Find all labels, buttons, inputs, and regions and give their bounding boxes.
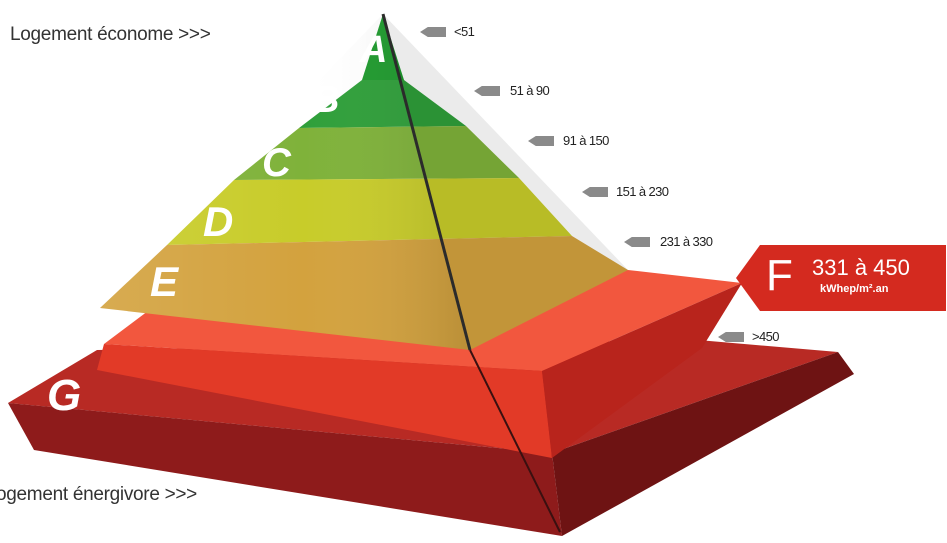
slab-f-front <box>97 344 552 458</box>
range-tab-d <box>582 187 608 197</box>
letter-b: B <box>312 79 339 121</box>
slab-g-front <box>8 403 562 536</box>
range-label-b: 51 à 90 <box>510 83 550 98</box>
pyramid-left-face <box>100 14 470 350</box>
range-tab-b <box>474 86 500 96</box>
rating-letter: F <box>766 251 793 300</box>
rating-unit: kWhep/m².an <box>820 283 889 295</box>
class-letters: A B C D E G <box>47 29 387 420</box>
range-label-c: 91 à 150 <box>563 133 609 148</box>
range-tab-e <box>624 237 650 247</box>
label-energivore: ogement énergivore >>> <box>0 484 197 505</box>
pyramid-right-face <box>383 14 628 350</box>
letter-g: G <box>47 371 81 420</box>
label-econome: Logement économe >>> <box>10 24 211 45</box>
range-label-g: >450 <box>752 329 779 344</box>
letter-c: C <box>262 141 292 185</box>
slab-f-right <box>542 283 742 458</box>
slab-edge <box>469 349 561 533</box>
rating-range: 331 à 450 <box>812 255 910 280</box>
letter-a: A <box>359 29 387 71</box>
pyramid-edge <box>381 13 472 351</box>
pyramid-front <box>100 13 628 533</box>
slab-g-right <box>552 352 854 536</box>
rating-badge-shape <box>736 245 946 311</box>
current-rating-badge: F 331 à 450 kWhep/m².an <box>736 245 946 311</box>
range-label-a: <51 <box>454 24 475 39</box>
range-label-d: 151 à 230 <box>616 184 669 199</box>
letter-d: D <box>203 198 233 245</box>
letter-e: E <box>150 258 180 305</box>
range-tab-a <box>420 27 446 37</box>
range-tab-g <box>718 332 744 342</box>
range-label-e: 231 à 330 <box>660 234 713 249</box>
range-tab-c <box>528 136 554 146</box>
